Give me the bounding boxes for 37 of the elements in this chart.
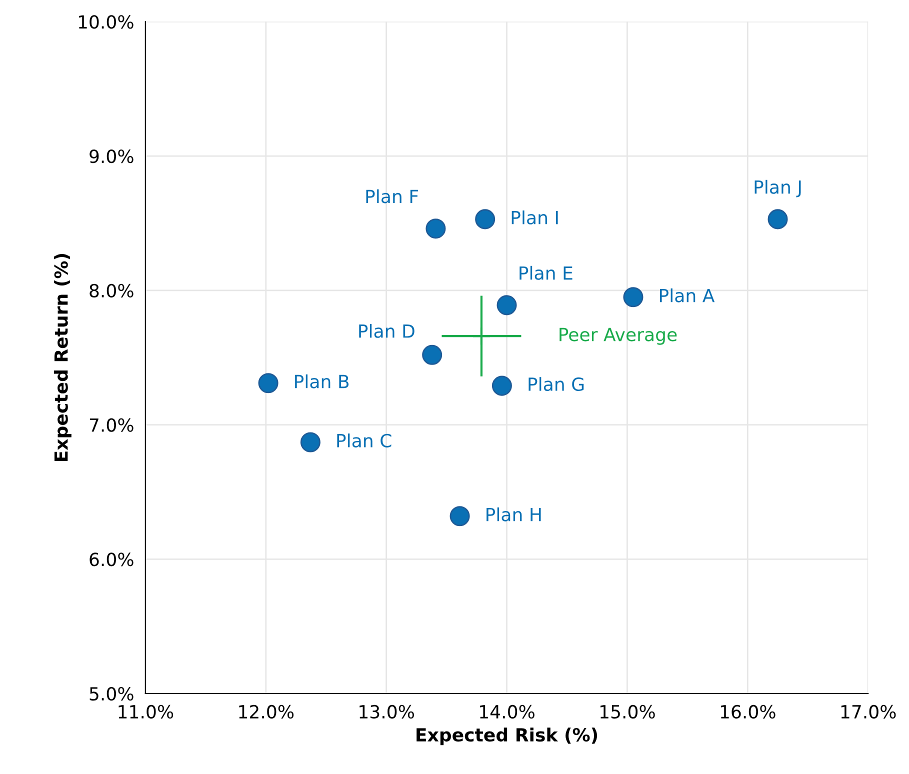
y-tick-label: 8.0% — [90, 284, 134, 298]
point — [496, 295, 517, 316]
y-tick-label: 5.0% — [90, 686, 134, 701]
annotation: Plan H — [486, 507, 541, 522]
x-tick-label: 14.0% — [480, 704, 534, 719]
y-tick-label: 9.0% — [90, 149, 134, 164]
y-tick-label: 6.0% — [90, 552, 134, 566]
point — [422, 344, 442, 365]
point — [450, 506, 470, 526]
annotation: Plan C — [337, 434, 392, 448]
annotation: Plan D — [359, 324, 414, 338]
x-tick-label: 17.0% — [841, 704, 896, 719]
point — [475, 209, 496, 230]
annotation: Plan B — [295, 374, 349, 388]
annotation: Plan E — [520, 266, 572, 280]
x-tick-label: 12.0% — [239, 704, 294, 719]
annotation: Plan F — [366, 189, 418, 204]
text: Peer Average — [560, 328, 677, 345]
x-axis-title: Expected Risk (%) — [416, 728, 598, 746]
point — [623, 287, 644, 308]
annotation: Plan J — [754, 180, 801, 198]
point — [492, 376, 512, 396]
annotation: Plan I — [512, 210, 558, 224]
y-tick-label: 10.0% — [78, 15, 134, 29]
x-tick-label: 15.0% — [600, 704, 655, 719]
x-tick-label: 11.0% — [118, 704, 174, 719]
y-axis-title: Expected Return (%) — [54, 254, 72, 462]
annotation: Plan A — [660, 288, 715, 302]
point — [768, 209, 788, 230]
x-tick-label: 13.0% — [360, 704, 414, 719]
point — [426, 218, 446, 239]
point — [472, 326, 492, 346]
annotation: Plan G — [528, 377, 584, 392]
point — [300, 432, 320, 452]
y-tick-label: 7.0% — [90, 418, 134, 432]
x-tick-label: 16.0% — [720, 704, 776, 719]
point — [258, 373, 278, 394]
